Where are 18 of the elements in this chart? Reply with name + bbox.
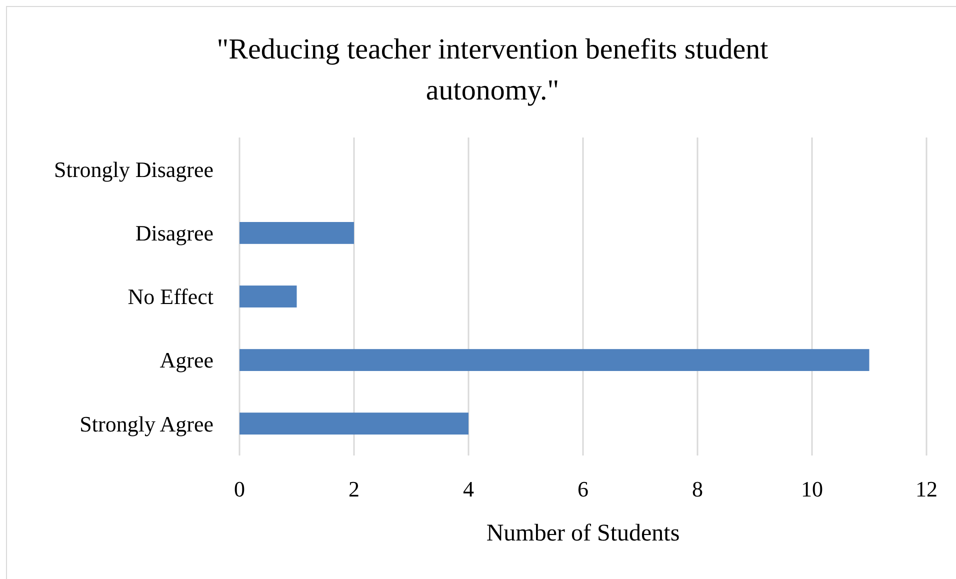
- x-tick-label: 4: [463, 476, 474, 502]
- y-tick-label: Strongly Disagree: [54, 157, 214, 182]
- x-tick-label: 8: [692, 476, 703, 502]
- x-axis-title: Number of Students: [486, 520, 680, 546]
- x-tick-label: 0: [234, 476, 245, 502]
- x-tick-label: 12: [916, 476, 938, 502]
- y-tick-label: Disagree: [135, 220, 214, 246]
- bar: [240, 222, 354, 244]
- x-tick-label: 6: [578, 476, 588, 502]
- x-tick-label: 10: [801, 476, 823, 502]
- bar: [240, 349, 870, 371]
- y-tick-label: Strongly Agree: [80, 411, 214, 436]
- y-tick-label: No Effect: [128, 284, 214, 310]
- x-tick-label: 2: [348, 476, 360, 502]
- y-tick-label: Agree: [160, 348, 214, 373]
- bar: [240, 412, 468, 435]
- bar: [240, 286, 297, 308]
- chart-title: "Reducing teacher intervention benefits student autonomy.": [216, 34, 768, 106]
